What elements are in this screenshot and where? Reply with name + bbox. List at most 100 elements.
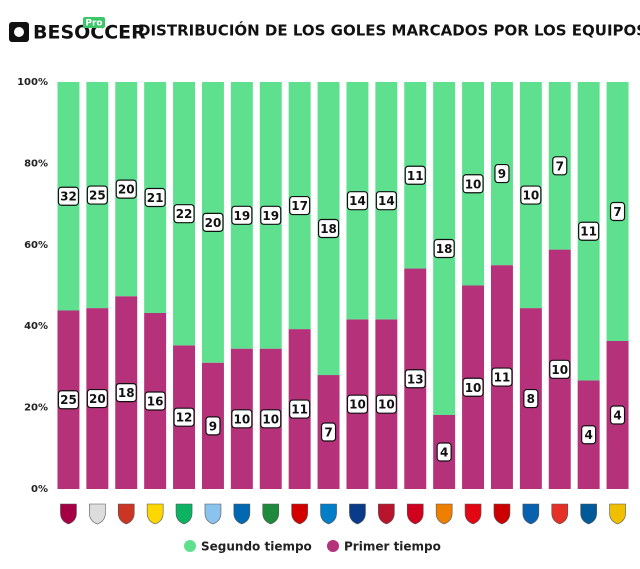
brand-icon-dot [14, 27, 24, 37]
value-label-box [260, 205, 282, 225]
value-label: 19 [233, 209, 250, 223]
value-label: 9 [209, 419, 217, 433]
value-label: 4 [440, 446, 448, 460]
value-label: 11 [494, 371, 511, 385]
value-label: 12 [176, 411, 193, 425]
team-crest [146, 503, 164, 525]
y-tick-label: 40% [24, 321, 48, 332]
value-label: 10 [349, 398, 366, 412]
value-label: 19 [262, 209, 279, 223]
value-label-box [260, 409, 282, 429]
value-label: 18 [118, 386, 135, 400]
value-label-box [404, 369, 426, 389]
legend-swatch [184, 540, 196, 552]
value-label-box [202, 212, 224, 232]
value-label: 10 [378, 398, 395, 412]
team-crest [320, 503, 337, 525]
value-label-box [523, 388, 539, 409]
value-label-box [609, 201, 626, 222]
value-label-box [144, 187, 166, 208]
value-label-box [173, 407, 195, 427]
value-label-box [173, 204, 195, 224]
value-label: 25 [60, 393, 77, 407]
team-crest [435, 503, 453, 525]
value-label: 25 [89, 189, 106, 203]
team-crest [262, 503, 280, 525]
value-label-box [231, 409, 253, 429]
legend-label: Segundo tiempo [201, 540, 312, 554]
team-crest [609, 503, 626, 525]
value-label-box [346, 191, 369, 211]
value-label-box [115, 179, 137, 199]
value-label: 21 [147, 191, 164, 205]
value-label-box [57, 186, 80, 206]
value-label: 20 [118, 183, 135, 197]
value-label: 20 [205, 216, 222, 230]
value-label: 18 [320, 222, 337, 236]
value-label: 14 [349, 194, 366, 208]
value-label: 7 [556, 159, 564, 173]
value-label: 20 [89, 392, 106, 406]
team-crest [117, 503, 135, 525]
value-label: 13 [407, 372, 424, 386]
team-crest [204, 503, 222, 525]
value-label-box [57, 390, 80, 410]
team-crest [551, 503, 569, 525]
team-crest [349, 503, 366, 525]
value-label-box [578, 221, 600, 241]
value-label: 9 [498, 167, 506, 181]
badge-bg [83, 17, 105, 28]
value-label-box [494, 163, 510, 184]
y-tick-label: 20% [24, 403, 48, 414]
team-crest [493, 503, 511, 525]
value-label-box [552, 156, 568, 176]
value-label: 8 [527, 392, 535, 406]
value-label-box [581, 425, 597, 445]
value-label: 10 [233, 412, 250, 426]
legend-label: Primer tiempo [344, 540, 441, 554]
value-label-box [320, 422, 337, 442]
team-crest [60, 503, 77, 525]
value-label: 22 [176, 207, 193, 221]
value-label: 18 [436, 242, 453, 256]
team-crest [233, 503, 251, 525]
value-label: 7 [324, 426, 332, 440]
team-crest [378, 503, 395, 525]
value-label: 16 [147, 395, 164, 409]
y-tick-label: 100% [17, 77, 48, 88]
value-label: 11 [407, 169, 424, 183]
team-crest [464, 503, 482, 525]
value-label: 4 [613, 409, 621, 423]
value-label-box [404, 165, 426, 185]
badge: Pro [85, 19, 102, 29]
value-label-box [205, 416, 221, 436]
value-label-box [289, 195, 311, 216]
team-crest [175, 503, 193, 525]
value-label: 10 [551, 363, 568, 377]
value-label: 11 [580, 225, 597, 239]
value-label: 10 [465, 381, 482, 395]
value-label: 14 [378, 194, 395, 208]
value-label-box [375, 191, 397, 211]
value-label: 10 [465, 177, 482, 191]
value-label-box [433, 238, 455, 259]
value-label-box [375, 394, 397, 414]
y-tick-label: 80% [24, 158, 48, 169]
value-label: 4 [584, 428, 592, 442]
value-label-box [86, 388, 108, 409]
value-label: 7 [613, 205, 621, 219]
value-label-box [520, 185, 542, 205]
value-label-box [462, 377, 484, 397]
team-crest [522, 503, 540, 525]
value-label: 10 [522, 189, 539, 203]
team-crest [406, 503, 424, 525]
value-label-box [317, 218, 340, 239]
value-label: 17 [291, 199, 308, 213]
value-label-box [289, 399, 311, 419]
value-label-box [462, 174, 484, 194]
team-crest [580, 503, 597, 525]
y-tick-label: 60% [24, 240, 48, 251]
value-label-box [549, 359, 571, 379]
value-label: 10 [262, 412, 279, 426]
